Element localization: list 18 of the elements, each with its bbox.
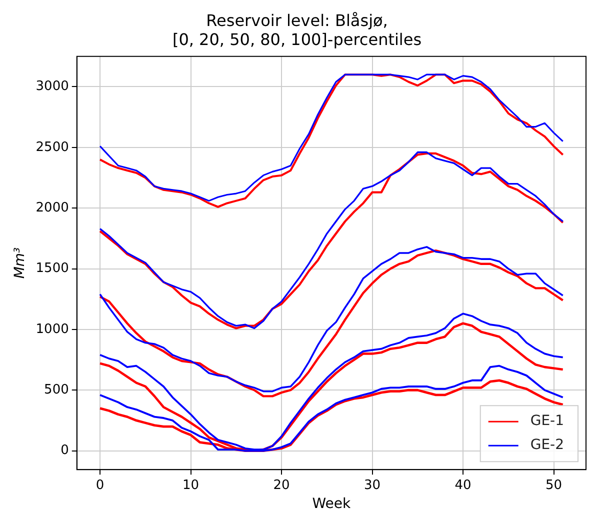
- x-tick-label: 20: [273, 478, 290, 493]
- x-axis-title: Week: [312, 496, 352, 512]
- y-tick-label: 2000: [36, 200, 69, 216]
- legend-label: GE-1: [530, 413, 564, 430]
- x-tick-label: 10: [182, 478, 200, 493]
- y-tick-label: 1500: [36, 261, 69, 276]
- y-tick-label: 3000: [36, 79, 69, 94]
- chart-title: Reservoir level: Blåsjø, [0, 20, 50, 80, 100]-percentiles: [172, 10, 422, 49]
- x-tick-label: 0: [96, 478, 104, 493]
- x-tick-label: 50: [546, 478, 562, 493]
- x-tick-label: 30: [364, 478, 381, 493]
- y-tick-label: 1000: [36, 322, 69, 337]
- y-axis-title: Mm³: [12, 246, 28, 279]
- y-tick-label: 500: [44, 382, 69, 398]
- x-tick-label: 40: [454, 478, 472, 493]
- y-tick-label: 0: [60, 443, 69, 458]
- y-tick-label: 2500: [36, 140, 69, 155]
- legend-label: GE-2: [530, 437, 564, 454]
